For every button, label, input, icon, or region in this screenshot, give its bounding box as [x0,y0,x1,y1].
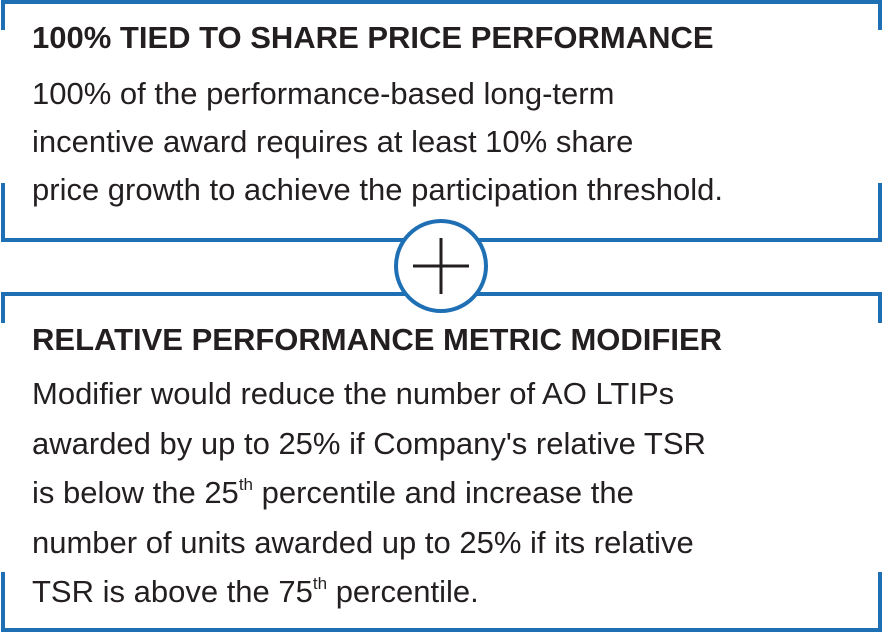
text: awarded by up to 25% if Company's relati… [32,425,706,461]
superscript: th [312,574,328,593]
text: 100% of the performance-based long-term [32,76,615,111]
body-line: incentive award requires at least 10% sh… [32,126,633,157]
body-line: price growth to achieve the participatio… [32,174,723,205]
section-title: 100% TIED TO SHARE PRICE PERFORMANCE [32,20,714,55]
body-line: Modifier would reduce the number of AO L… [32,378,674,409]
body-line: TSR is above the 75th percentile. [32,574,479,609]
superscript: th [238,475,253,494]
text: Modifier would reduce the number of AO L… [32,376,675,411]
text: price growth to achieve the participatio… [32,172,724,207]
text: is below the 25 [32,475,239,510]
text: number of units awarded up to 25% if its… [32,524,694,560]
body-line: awarded by up to 25% if Company's relati… [32,428,706,459]
section-title: RELATIVE PERFORMANCE METRIC MODIFIER [32,322,723,357]
box-top [1,0,882,30]
text: percentile and increase the [253,475,634,510]
body-line: is below the 25th percentile and increas… [32,475,634,510]
body-line: number of units awarded up to 25% if its… [32,527,694,558]
body-line: 100% of the performance-based long-term [32,78,614,109]
text: incentive award requires at least 10% sh… [32,124,634,159]
text: TSR is above the 75 [32,574,313,609]
text: percentile. [327,574,479,609]
box-bottom [1,572,882,632]
